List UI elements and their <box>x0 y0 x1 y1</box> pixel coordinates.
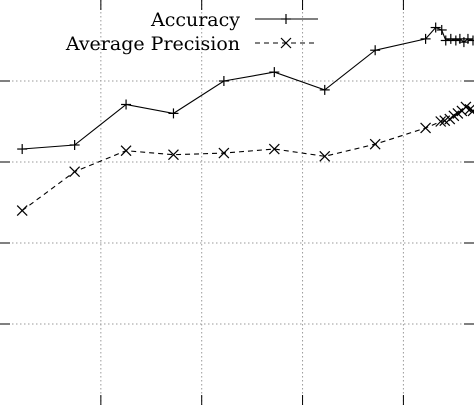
data-point-accuracy <box>462 33 473 44</box>
data-point-accuracy <box>218 76 229 86</box>
data-point-accuracy <box>440 35 451 46</box>
data-point-average-precision <box>16 205 28 217</box>
data-point-accuracy <box>450 35 461 46</box>
series-line-average-precision <box>21 106 474 212</box>
data-point-average-precision <box>218 147 230 159</box>
legend: Accuracy Average Precision <box>65 9 318 55</box>
data-point-accuracy <box>467 35 474 46</box>
legend-marker-average-precision <box>280 37 292 49</box>
legend-sample-accuracy <box>255 14 318 24</box>
data-point-average-precision <box>464 103 474 115</box>
data-point-accuracy <box>69 139 80 150</box>
data-point-accuracy <box>370 45 381 56</box>
data-point-accuracy <box>436 24 447 35</box>
data-point-average-precision <box>435 116 447 127</box>
legend-sample-average-precision <box>255 37 318 49</box>
data-point-average-precision <box>369 138 381 150</box>
data-point-accuracy <box>17 144 28 155</box>
data-point-accuracy <box>420 33 431 44</box>
data-point-average-precision <box>69 166 81 178</box>
data-point-average-precision <box>268 143 280 155</box>
data-point-average-precision <box>168 149 179 161</box>
data-point-average-precision <box>420 122 432 134</box>
data-point-accuracy <box>430 22 441 33</box>
data-point-accuracy <box>269 67 280 78</box>
legend-label-average-precision: Average Precision <box>65 33 240 55</box>
data-point-average-precision <box>319 150 331 162</box>
data-point-accuracy <box>168 108 179 119</box>
legend-label-accuracy: Accuracy <box>150 9 240 31</box>
data-point-accuracy <box>445 33 456 44</box>
data-point-accuracy <box>121 99 132 110</box>
series-group <box>16 22 474 217</box>
data-point-average-precision <box>120 145 132 157</box>
data-point-average-precision <box>467 105 474 117</box>
data-point-accuracy <box>319 84 330 95</box>
legend-marker-accuracy <box>281 14 291 24</box>
